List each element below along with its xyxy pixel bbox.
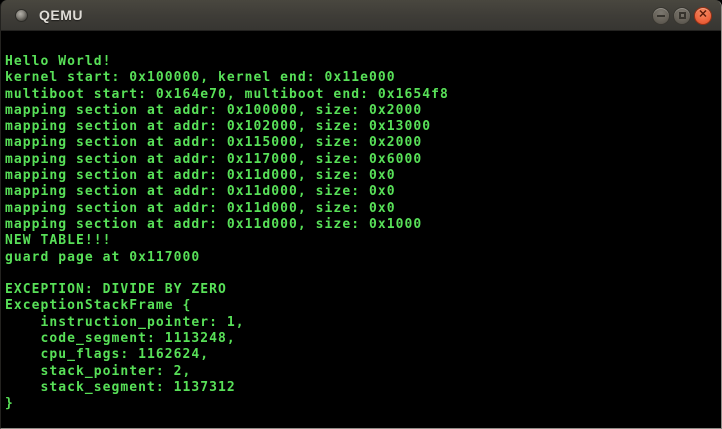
console-line: kernel start: 0x100000, kernel end: 0x11… bbox=[5, 70, 396, 86]
console-line: mapping section at addr: 0x115000, size:… bbox=[5, 135, 423, 151]
minimize-button[interactable] bbox=[652, 6, 670, 25]
window-title: QEMU bbox=[39, 7, 83, 23]
vga-console-display[interactable]: Hello World! kernel start: 0x100000, kern… bbox=[1, 31, 721, 428]
window-controls: ✕ bbox=[652, 0, 712, 31]
console-line: } bbox=[5, 396, 14, 412]
console-line: cpu_flags: 1162624, bbox=[5, 347, 210, 363]
maximize-button[interactable] bbox=[673, 6, 691, 25]
console-line: guard page at 0x117000 bbox=[5, 249, 201, 265]
console-line: mapping section at addr: 0x11d000, size:… bbox=[5, 200, 396, 216]
titlebar[interactable]: QEMU ✕ bbox=[1, 0, 721, 31]
console-line: Hello World! bbox=[5, 54, 112, 69]
console-line: code_segment: 1113248, bbox=[5, 331, 236, 347]
console-line: EXCEPTION: DIVIDE BY ZERO bbox=[5, 282, 227, 298]
console-line: mapping section at addr: 0x11d000, size:… bbox=[5, 184, 396, 200]
console-line: mapping section at addr: 0x11d000, size:… bbox=[5, 216, 423, 232]
console-line bbox=[5, 266, 721, 282]
console-line: mapping section at addr: 0x100000, size:… bbox=[5, 102, 423, 118]
minimize-icon bbox=[657, 14, 665, 17]
console-line: instruction_pointer: 1, bbox=[5, 314, 245, 330]
close-button[interactable]: ✕ bbox=[694, 6, 712, 25]
close-icon: ✕ bbox=[698, 8, 708, 21]
maximize-icon bbox=[678, 12, 686, 19]
window-icon bbox=[15, 8, 28, 22]
console-line: mapping section at addr: 0x11d000, size:… bbox=[5, 168, 396, 184]
console-line: mapping section at addr: 0x102000, size:… bbox=[5, 119, 432, 135]
console-line: mapping section at addr: 0x117000, size:… bbox=[5, 151, 423, 167]
console-line: ExceptionStackFrame { bbox=[5, 298, 192, 314]
console-line: NEW TABLE!!! bbox=[5, 233, 112, 249]
console-line: multiboot start: 0x164e70, multiboot end… bbox=[5, 86, 449, 102]
console-line: stack_segment: 1137312 bbox=[5, 379, 236, 395]
console-line: stack_pointer: 2, bbox=[5, 363, 192, 379]
